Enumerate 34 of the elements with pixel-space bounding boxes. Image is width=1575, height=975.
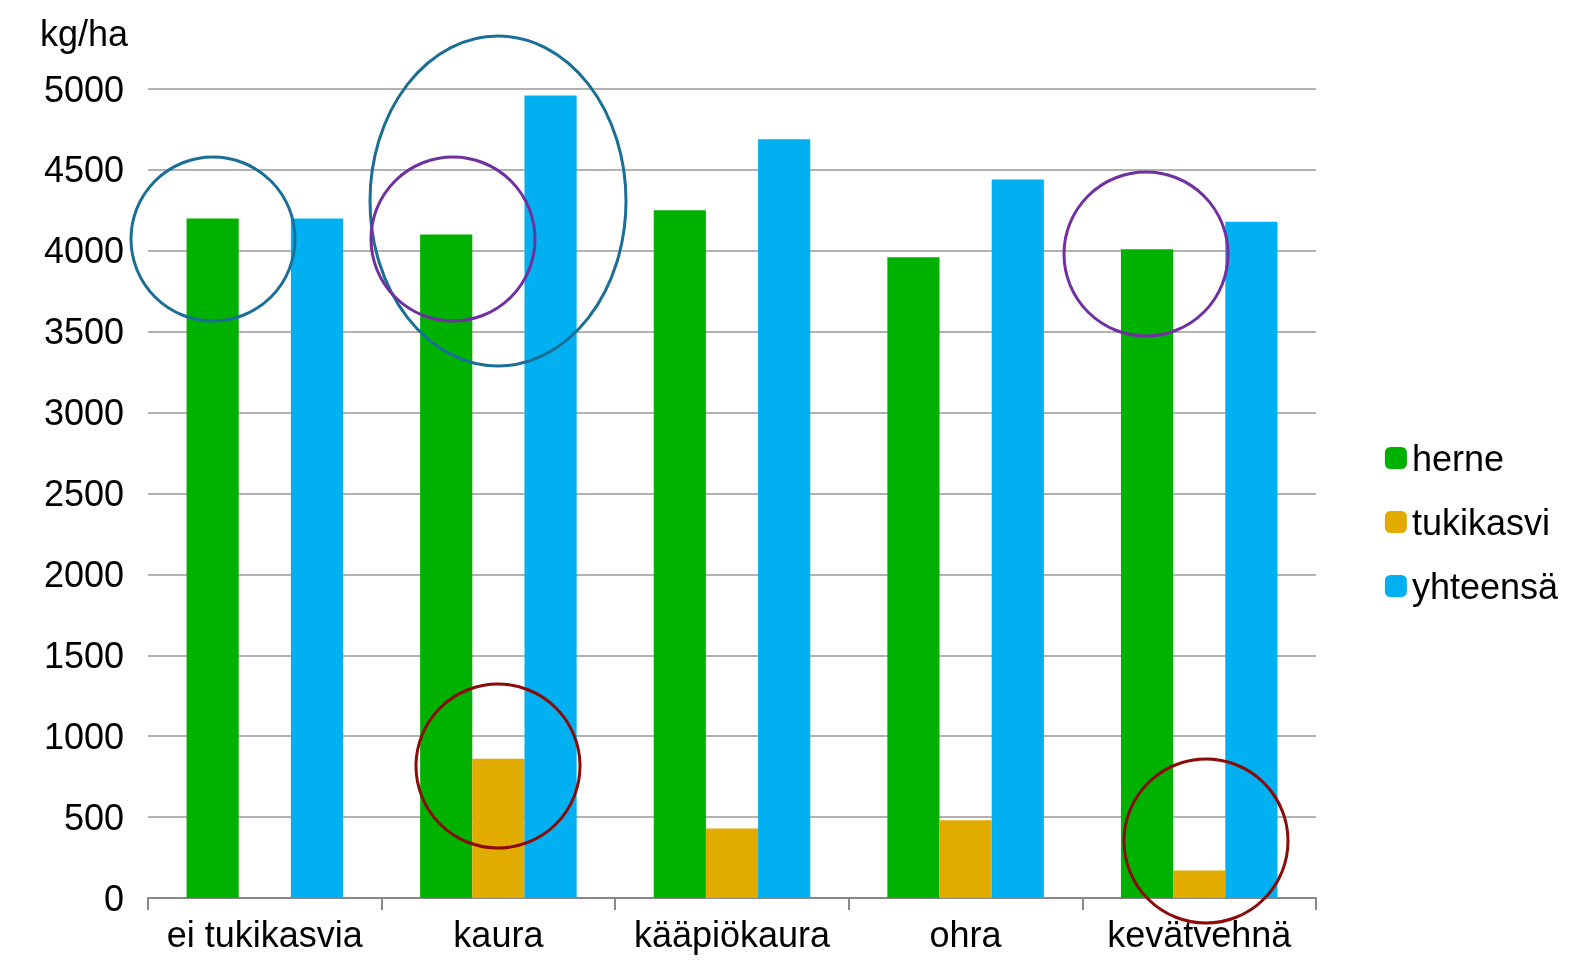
bar bbox=[472, 758, 525, 898]
y-tick-label: 4500 bbox=[43, 149, 124, 191]
bar bbox=[705, 828, 759, 898]
bar bbox=[939, 820, 992, 898]
x-tick-label: ei tukikasvia bbox=[166, 913, 364, 955]
y-tick-label: 0 bbox=[103, 877, 124, 919]
bar bbox=[1173, 870, 1226, 898]
x-tick-label: kevätvehnä bbox=[1107, 913, 1293, 955]
legend-label: yhteensä bbox=[1411, 565, 1559, 607]
y-axis-title: kg/ha bbox=[39, 12, 129, 54]
legend-label: tukikasvi bbox=[1411, 501, 1550, 543]
bar bbox=[991, 179, 1044, 898]
y-tick-label: 2500 bbox=[43, 473, 124, 514]
legend-label: herne bbox=[1411, 437, 1504, 479]
x-tick-label: kaura bbox=[453, 913, 545, 955]
bar bbox=[653, 210, 706, 898]
y-tick-label: 3500 bbox=[43, 311, 124, 353]
bar bbox=[186, 218, 239, 898]
bar bbox=[1120, 249, 1174, 898]
y-tick-label: 4000 bbox=[43, 230, 124, 272]
bar bbox=[420, 234, 473, 898]
y-tick-label: 500 bbox=[63, 796, 124, 838]
bar bbox=[1225, 221, 1278, 898]
bar bbox=[524, 95, 577, 898]
y-tick-label: 1000 bbox=[43, 715, 124, 757]
x-tick-label: ohra bbox=[929, 913, 1003, 955]
bar bbox=[887, 257, 940, 898]
x-tick-label: kääpiökaura bbox=[633, 913, 832, 955]
y-tick-label: 1500 bbox=[43, 634, 124, 676]
y-tick-label: 3000 bbox=[43, 392, 124, 434]
bar bbox=[290, 218, 344, 898]
y-tick-label: 5000 bbox=[43, 68, 124, 110]
y-tick-label: 2000 bbox=[43, 553, 124, 595]
bar bbox=[758, 139, 811, 898]
